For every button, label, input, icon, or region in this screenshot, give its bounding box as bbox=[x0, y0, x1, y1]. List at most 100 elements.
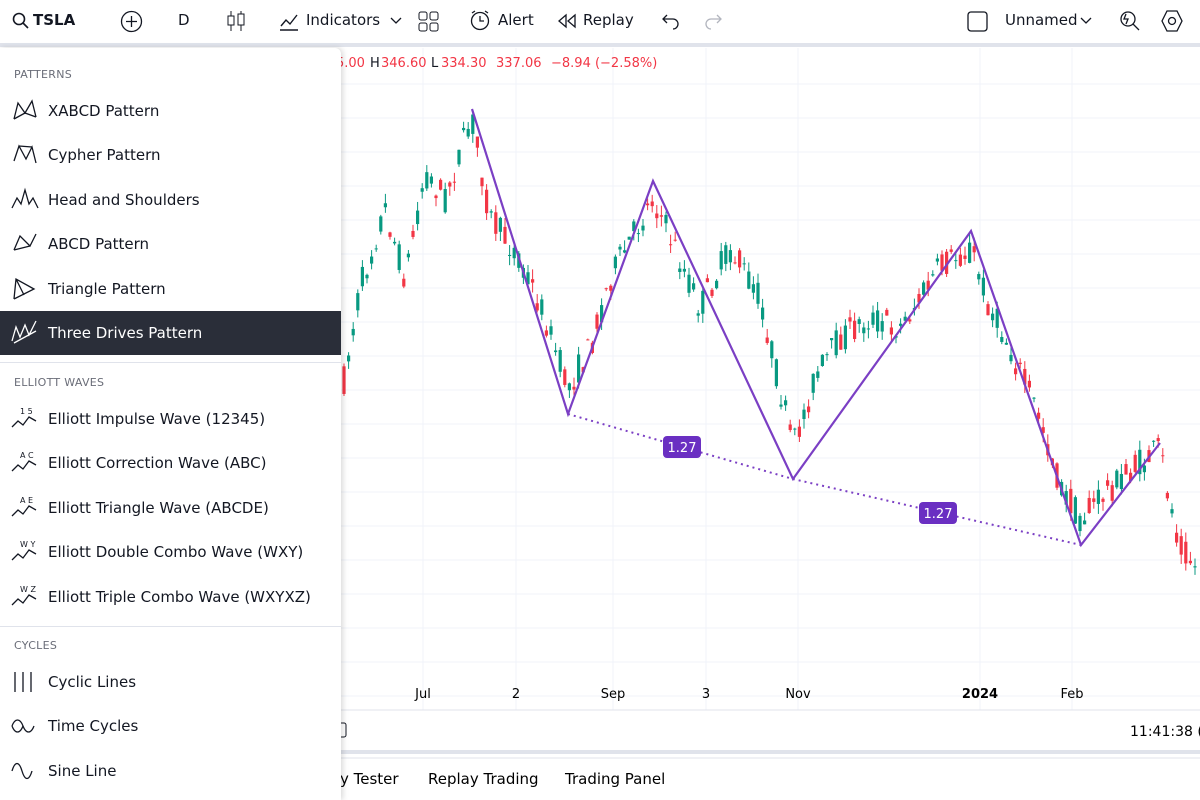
icon-letters: W Y bbox=[20, 540, 35, 549]
menu-divider bbox=[0, 362, 341, 363]
candle-body bbox=[1138, 449, 1142, 475]
candle-body bbox=[1106, 480, 1110, 486]
menu-item[interactable]: 1 5 Elliott Impulse Wave (12345) bbox=[0, 397, 341, 441]
menu-item[interactable]: Cypher Pattern bbox=[0, 133, 341, 177]
menu-item[interactable]: A C Elliott Correction Wave (ABC) bbox=[0, 441, 341, 485]
candle-body bbox=[646, 203, 650, 206]
candle-body bbox=[696, 313, 700, 316]
candle-body bbox=[636, 233, 640, 235]
menu-item[interactable]: Time Cycles bbox=[0, 704, 341, 748]
candle-body bbox=[770, 341, 774, 359]
menu-icon: A E bbox=[11, 496, 37, 517]
candle-body bbox=[1193, 566, 1197, 568]
menu-item[interactable]: Sine Line bbox=[0, 749, 341, 793]
time-label: Feb bbox=[1060, 687, 1083, 702]
candle-body bbox=[784, 400, 788, 406]
candle-body bbox=[678, 268, 682, 272]
menu-icon bbox=[11, 762, 33, 779]
replay-button[interactable]: Replay bbox=[583, 11, 634, 29]
candle-body bbox=[462, 127, 466, 131]
menu-item[interactable]: Cyclic Lines bbox=[0, 660, 341, 704]
candle-body bbox=[820, 354, 824, 366]
time-label: 2 bbox=[512, 687, 520, 702]
candle-body bbox=[977, 274, 981, 280]
candle-body bbox=[1083, 520, 1087, 525]
interval[interactable]: D bbox=[178, 11, 190, 29]
icon-shape bbox=[14, 672, 32, 692]
menu-item-label: ABCD Pattern bbox=[48, 235, 150, 254]
menu-item-label: Time Cycles bbox=[48, 717, 139, 736]
replay-icon[interactable] bbox=[556, 13, 578, 29]
candle-body bbox=[1032, 397, 1036, 399]
panel-separator bbox=[0, 750, 1200, 754]
icon-shape bbox=[11, 187, 39, 209]
icon-shape bbox=[11, 593, 37, 606]
candle-body bbox=[788, 424, 792, 430]
candle-body bbox=[1142, 465, 1146, 473]
menu-item[interactable]: W Z Elliott Triple Combo Wave (WXYXZ) bbox=[0, 575, 341, 619]
alert-button[interactable]: Alert bbox=[498, 11, 534, 29]
bottom-tab[interactable]: Trading Panel bbox=[564, 770, 665, 788]
candle-body bbox=[411, 230, 415, 237]
settings[interactable] bbox=[1160, 9, 1184, 33]
alert-icon[interactable] bbox=[469, 9, 493, 33]
symbol[interactable]: TSLA bbox=[33, 11, 76, 29]
undo[interactable] bbox=[661, 12, 681, 30]
ratio-line bbox=[567, 413, 1082, 546]
templates[interactable] bbox=[418, 11, 440, 33]
ratio-label: 1.27 bbox=[924, 507, 953, 522]
candle-body bbox=[945, 251, 949, 274]
candle-body bbox=[1069, 488, 1073, 514]
candle-body bbox=[563, 369, 567, 385]
candle-body bbox=[613, 256, 617, 269]
bottom-tab[interactable]: y Tester bbox=[340, 770, 399, 788]
menu-item[interactable]: W Y Elliott Double Combo Wave (WXY) bbox=[0, 530, 341, 574]
ohlc-close: 337.06 bbox=[496, 56, 542, 71]
quick-search[interactable] bbox=[1118, 9, 1142, 33]
candle-body bbox=[738, 250, 742, 268]
menu-item[interactable]: A E Elliott Triangle Wave (ABCDE) bbox=[0, 486, 341, 530]
candle-body bbox=[761, 307, 765, 320]
candle-body bbox=[600, 305, 604, 323]
menu-item[interactable]: Triangle Pattern bbox=[0, 267, 341, 311]
candle-body bbox=[526, 272, 530, 285]
indicators-icon[interactable] bbox=[278, 10, 300, 32]
candle-body bbox=[1009, 354, 1013, 362]
layout-name[interactable]: Unnamed bbox=[1005, 11, 1078, 29]
candle-body bbox=[917, 293, 921, 303]
candle-body bbox=[756, 282, 760, 304]
layout-dropdown[interactable] bbox=[1080, 16, 1092, 26]
candle-body bbox=[609, 285, 613, 291]
candle-body bbox=[807, 406, 811, 413]
indicators-button[interactable]: Indicators bbox=[306, 11, 381, 29]
candle-body bbox=[664, 214, 668, 224]
candle-body bbox=[370, 256, 374, 264]
candle-body bbox=[1037, 412, 1041, 419]
candle-body bbox=[747, 271, 751, 289]
candle-body bbox=[1152, 440, 1156, 442]
candle-body bbox=[880, 321, 884, 332]
candle-body bbox=[866, 328, 870, 330]
chart-type[interactable] bbox=[226, 9, 246, 33]
menu-icon bbox=[13, 277, 36, 300]
candle-body bbox=[825, 354, 829, 356]
menu-item[interactable]: Head and Shoulders bbox=[0, 178, 341, 222]
add-symbol[interactable] bbox=[120, 10, 143, 33]
candle-body bbox=[1000, 336, 1004, 342]
menu-item[interactable]: Three Drives Pattern bbox=[0, 311, 341, 355]
menu-item-label: Sine Line bbox=[48, 761, 117, 780]
candle-body bbox=[1165, 492, 1169, 499]
candle-body bbox=[834, 330, 838, 356]
layout-checkbox[interactable] bbox=[967, 11, 989, 33]
candle-body bbox=[457, 149, 461, 165]
candle-body bbox=[991, 313, 995, 321]
candle-body bbox=[692, 283, 696, 290]
candle-body bbox=[356, 293, 360, 311]
candle-body bbox=[1115, 470, 1119, 488]
bottom-tab[interactable]: Replay Trading bbox=[428, 770, 539, 788]
redo[interactable] bbox=[703, 12, 723, 30]
candle-body bbox=[701, 290, 705, 314]
menu-item[interactable]: XABCD Pattern bbox=[0, 89, 341, 133]
menu-item[interactable]: ABCD Pattern bbox=[0, 222, 341, 266]
dropdown[interactable] bbox=[390, 16, 402, 26]
